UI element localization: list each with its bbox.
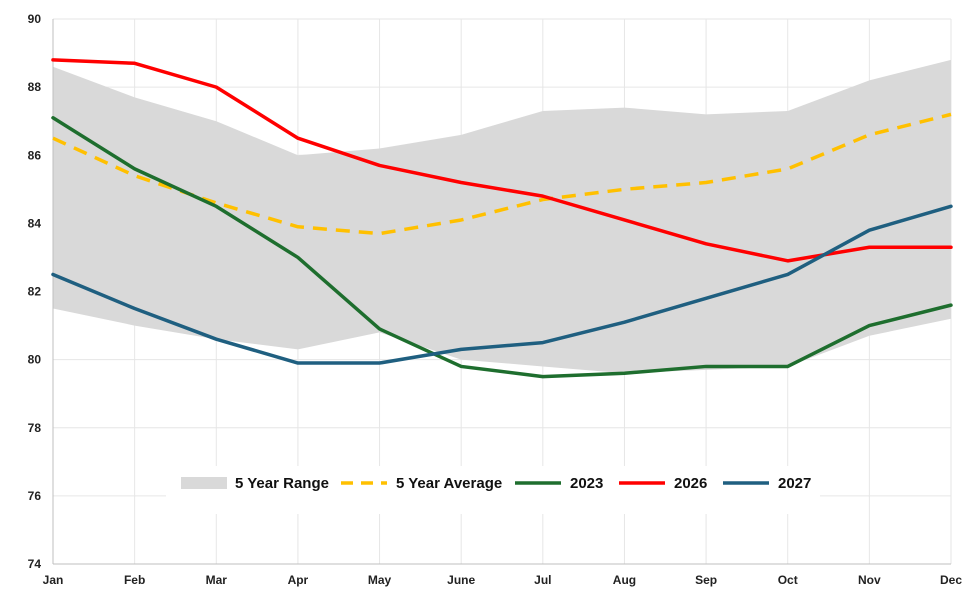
y-tick-label: 82 bbox=[28, 285, 42, 299]
x-tick-label: Feb bbox=[124, 573, 145, 587]
range-layer bbox=[53, 59, 951, 374]
x-tick-label: Nov bbox=[858, 573, 881, 587]
x-axis-tick-labels: Jan Feb Mar Apr May June Jul Aug Sep Oct Nov Dec bbox=[43, 573, 963, 587]
legend-label-2023: 2023 bbox=[570, 475, 603, 492]
y-tick-label: 78 bbox=[28, 421, 42, 435]
y-tick-label: 86 bbox=[28, 148, 42, 162]
legend: 5 Year Range 5 Year Average 2023 2026 2027 bbox=[166, 466, 820, 514]
series-lines bbox=[51, 58, 953, 379]
y-tick-label: 80 bbox=[28, 353, 42, 367]
legend-swatch-5-year-range bbox=[181, 477, 227, 489]
x-tick-label: Apr bbox=[288, 573, 309, 587]
x-tick-label: June bbox=[447, 573, 475, 587]
series-line-2027 bbox=[51, 204, 953, 365]
x-tick-label: May bbox=[368, 573, 392, 587]
x-tick-label: Oct bbox=[778, 573, 798, 587]
x-tick-label: Aug bbox=[613, 573, 636, 587]
legend-label-2027: 2027 bbox=[778, 475, 811, 492]
axes bbox=[52, 19, 951, 565]
y-tick-label: 74 bbox=[28, 557, 42, 571]
x-tick-label: Mar bbox=[206, 573, 228, 587]
y-axis-tick-labels: 74 76 78 80 82 84 86 88 90 bbox=[28, 12, 42, 571]
series-line-2026 bbox=[51, 58, 953, 263]
y-tick-label: 88 bbox=[28, 80, 42, 94]
x-tick-label: Jan bbox=[43, 573, 64, 587]
legend-label-2026: 2026 bbox=[674, 475, 707, 492]
y-tick-label: 90 bbox=[28, 12, 42, 26]
x-tick-label: Sep bbox=[695, 573, 717, 587]
y-tick-label: 76 bbox=[28, 489, 42, 503]
range-band-5-year-range bbox=[53, 59, 951, 374]
series-line-2023 bbox=[51, 116, 953, 379]
x-tick-label: Dec bbox=[940, 573, 962, 587]
y-tick-label: 84 bbox=[28, 216, 42, 230]
legend-label-5-year-range: 5 Year Range bbox=[235, 475, 329, 492]
x-tick-label: Jul bbox=[534, 573, 551, 587]
legend-label-5-year-average: 5 Year Average bbox=[396, 475, 502, 492]
legend-background bbox=[166, 466, 820, 514]
